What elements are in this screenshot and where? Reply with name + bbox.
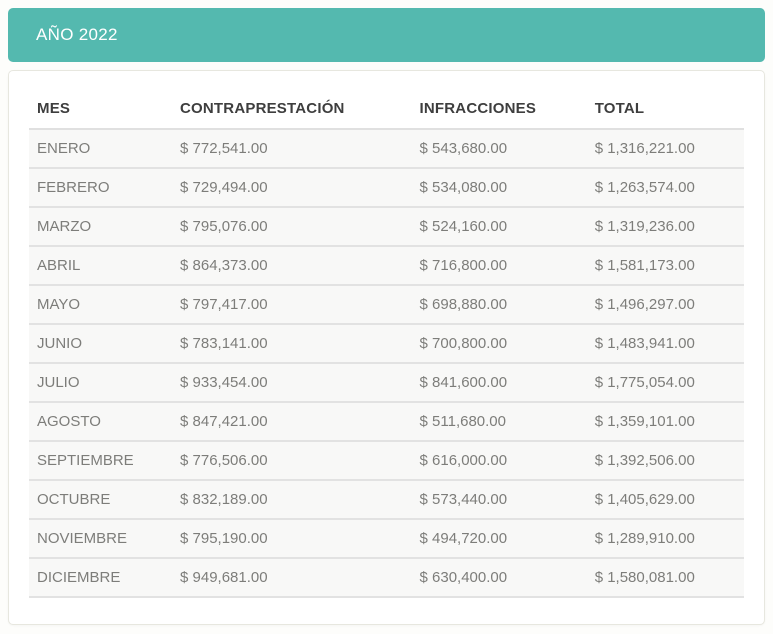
cell-total: $ 1,289,910.00 — [586, 518, 744, 559]
cell-total: $ 1,405,629.00 — [586, 479, 744, 520]
cell-infracciones: $ 511,680.00 — [411, 401, 587, 442]
cell-total: $ 1,316,221.00 — [586, 129, 744, 169]
cell-infracciones: $ 698,880.00 — [411, 284, 587, 325]
cell-contraprestacion: $ 772,541.00 — [172, 129, 412, 169]
table-row: MAYO $ 797,417.00 $ 698,880.00 $ 1,496,2… — [29, 284, 744, 325]
table-row: ABRIL $ 864,373.00 $ 716,800.00 $ 1,581,… — [29, 245, 744, 286]
year-banner-title: AÑO 2022 — [36, 25, 118, 44]
cell-total: $ 1,319,236.00 — [586, 206, 744, 247]
table-row: FEBRERO $ 729,494.00 $ 534,080.00 $ 1,26… — [29, 167, 744, 208]
cell-infracciones: $ 534,080.00 — [411, 167, 587, 208]
cell-mes: MARZO — [29, 206, 172, 247]
column-header-total: TOTAL — [586, 91, 744, 130]
cell-total: $ 1,496,297.00 — [586, 284, 744, 325]
cell-contraprestacion: $ 795,076.00 — [172, 206, 412, 247]
cell-infracciones: $ 573,440.00 — [411, 479, 587, 520]
cell-total: $ 1,392,506.00 — [586, 440, 744, 481]
cell-total: $ 1,580,081.00 — [586, 557, 744, 598]
cell-total: $ 1,359,101.00 — [586, 401, 744, 442]
table-row: JUNIO $ 783,141.00 $ 700,800.00 $ 1,483,… — [29, 323, 744, 364]
table-row: MARZO $ 795,076.00 $ 524,160.00 $ 1,319,… — [29, 206, 744, 247]
table-header-row: MES CONTRAPRESTACIÓN INFRACCIONES TOTAL — [29, 91, 744, 130]
report-card: MES CONTRAPRESTACIÓN INFRACCIONES TOTAL … — [8, 70, 765, 625]
cell-contraprestacion: $ 933,454.00 — [172, 362, 412, 403]
cell-mes: ENERO — [29, 129, 172, 169]
cell-mes: DICIEMBRE — [29, 557, 172, 598]
column-header-mes: MES — [29, 91, 172, 130]
cell-mes: JULIO — [29, 362, 172, 403]
table-row: SEPTIEMBRE $ 776,506.00 $ 616,000.00 $ 1… — [29, 440, 744, 481]
column-header-infracciones: INFRACCIONES — [411, 91, 587, 130]
column-header-contraprestacion: CONTRAPRESTACIÓN — [172, 91, 412, 130]
cell-infracciones: $ 524,160.00 — [411, 206, 587, 247]
table-row: AGOSTO $ 847,421.00 $ 511,680.00 $ 1,359… — [29, 401, 744, 442]
cell-contraprestacion: $ 795,190.00 — [172, 518, 412, 559]
cell-infracciones: $ 716,800.00 — [411, 245, 587, 286]
cell-contraprestacion: $ 864,373.00 — [172, 245, 412, 286]
cell-mes: SEPTIEMBRE — [29, 440, 172, 481]
cell-mes: OCTUBRE — [29, 479, 172, 520]
year-banner: AÑO 2022 — [8, 8, 765, 62]
cell-contraprestacion: $ 847,421.00 — [172, 401, 412, 442]
cell-contraprestacion: $ 776,506.00 — [172, 440, 412, 481]
table-row: OCTUBRE $ 832,189.00 $ 573,440.00 $ 1,40… — [29, 479, 744, 520]
cell-contraprestacion: $ 729,494.00 — [172, 167, 412, 208]
cell-contraprestacion: $ 949,681.00 — [172, 557, 412, 598]
table-body: ENERO $ 772,541.00 $ 543,680.00 $ 1,316,… — [29, 129, 744, 598]
cell-total: $ 1,483,941.00 — [586, 323, 744, 364]
cell-infracciones: $ 494,720.00 — [411, 518, 587, 559]
cell-mes: JUNIO — [29, 323, 172, 364]
cell-mes: FEBRERO — [29, 167, 172, 208]
monthly-amounts-table: MES CONTRAPRESTACIÓN INFRACCIONES TOTAL … — [29, 91, 744, 598]
cell-infracciones: $ 841,600.00 — [411, 362, 587, 403]
cell-infracciones: $ 543,680.00 — [411, 129, 587, 169]
cell-contraprestacion: $ 783,141.00 — [172, 323, 412, 364]
cell-mes: ABRIL — [29, 245, 172, 286]
cell-mes: NOVIEMBRE — [29, 518, 172, 559]
cell-total: $ 1,263,574.00 — [586, 167, 744, 208]
cell-infracciones: $ 616,000.00 — [411, 440, 587, 481]
cell-infracciones: $ 700,800.00 — [411, 323, 587, 364]
cell-total: $ 1,581,173.00 — [586, 245, 744, 286]
cell-infracciones: $ 630,400.00 — [411, 557, 587, 598]
cell-mes: MAYO — [29, 284, 172, 325]
table-row: JULIO $ 933,454.00 $ 841,600.00 $ 1,775,… — [29, 362, 744, 403]
table-row: DICIEMBRE $ 949,681.00 $ 630,400.00 $ 1,… — [29, 557, 744, 598]
table-row: NOVIEMBRE $ 795,190.00 $ 494,720.00 $ 1,… — [29, 518, 744, 559]
table-row: ENERO $ 772,541.00 $ 543,680.00 $ 1,316,… — [29, 129, 744, 169]
cell-contraprestacion: $ 797,417.00 — [172, 284, 412, 325]
cell-total: $ 1,775,054.00 — [586, 362, 744, 403]
cell-contraprestacion: $ 832,189.00 — [172, 479, 412, 520]
cell-mes: AGOSTO — [29, 401, 172, 442]
